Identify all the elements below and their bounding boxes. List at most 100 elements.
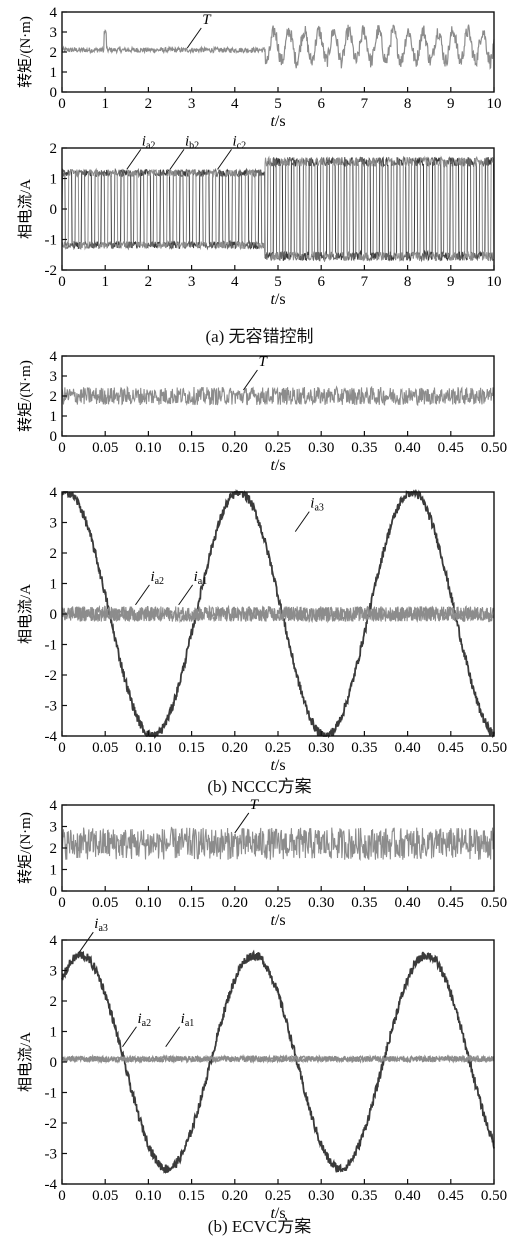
y-tick-label: -3 [45,699,58,715]
x-tick-label: 1 [101,96,109,112]
x-tick-label: 10 [487,274,502,290]
series-annotation: T [250,797,260,813]
y-tick-label: 2 [50,45,58,61]
y-tick-label: 1 [50,863,58,879]
y-tick-label: 3 [50,369,58,385]
annotation-leader [234,812,250,834]
y-tick-label: 3 [50,25,58,41]
y-tick-label: 0 [50,202,58,218]
x-tick-label: 0 [58,440,66,456]
y-axis-label: 转矩/(N·m) [17,16,34,88]
annotation-leader [78,931,94,953]
series-annotation: ia3 [94,916,108,934]
y-axis-label: 相电流/A [17,1032,34,1092]
y-tick-label: 3 [50,516,58,532]
x-tick-label: 0.20 [222,895,248,911]
chart-series-group [61,949,495,1174]
x-tick-label: 9 [447,274,455,290]
y-tick-label: -2 [45,263,58,279]
annotation-leader [122,1026,137,1048]
series-line-T [61,826,495,861]
x-tick-label: 0.35 [351,740,377,756]
x-tick-label: 5 [274,274,282,290]
x-tick-label: 2 [145,274,153,290]
x-tick-label: 0.15 [178,740,204,756]
x-tick-label: 0.35 [351,1188,377,1204]
x-tick-label: 0.40 [394,1188,420,1204]
x-tick-label: 0.15 [178,440,204,456]
series-line-ia1 [61,605,495,624]
caption-a: (a) 无容错控制 [205,327,314,346]
x-tick-label: 0.25 [265,440,291,456]
y-tick-label: 3 [50,820,58,836]
chart-b-torque: 0 0.05 0.10 0.15 0.20 0.25 0.30 0.35 0.40 0.45 0.5… [0,346,519,474]
x-tick-label: 1 [101,274,109,290]
caption-b: (b) NCCC方案 [207,777,312,796]
x-tick-label: 0.40 [394,740,420,756]
annotation-leader [165,1026,181,1048]
y-tick-label: 2 [50,994,58,1010]
series-annotation: ia2 [150,569,164,587]
series-annotation: ic2 [233,133,247,151]
y-tick-label: 4 [50,798,58,814]
series-line-ic2 [61,155,495,262]
x-axis-label: t/s [270,912,285,929]
x-axis-label: t/s [270,291,285,308]
x-tick-label: 0.25 [265,740,291,756]
y-tick-label: -2 [45,668,58,684]
x-tick-label: 0.20 [222,440,248,456]
y-axis-label: 相电流/A [17,584,34,644]
x-tick-label: 3 [188,96,196,112]
x-tick-label: 0.05 [92,440,118,456]
chart-a-torque: 0 1 2 3 4 5 6 7 8 9 10 0 1 2 3 4 t/s 转矩/(N·m) T [0,0,519,130]
x-tick-label: 0.05 [92,740,118,756]
y-tick-label: 4 [50,485,58,501]
x-tick-label: 0.35 [351,440,377,456]
y-tick-label: 4 [50,933,58,949]
y-tick-label: 0 [50,884,58,900]
series-annotation: T [258,354,268,370]
chart-b-current: 0 0.05 0.10 0.15 0.20 0.25 0.30 0.35 0.40 0.45 0.5… [0,482,519,778]
x-tick-label: 0.25 [265,1188,291,1204]
x-tick-label: 0 [58,895,66,911]
y-tick-label: 0 [50,429,58,445]
x-tick-label: 9 [447,96,455,112]
x-tick-label: 0.25 [265,895,291,911]
x-tick-label: 8 [404,96,412,112]
y-tick-label: 2 [50,389,58,405]
x-tick-label: 8 [404,274,412,290]
x-tick-label: 6 [317,274,325,290]
chart-series-group [61,385,495,407]
caption-c: (b) ECVC方案 [207,1217,312,1236]
x-tick-label: 2 [145,96,153,112]
x-tick-label: 0.30 [308,440,334,456]
y-tick-label: 1 [50,577,58,593]
series-annotation: T [202,12,212,28]
series-line-ia3 [61,949,495,1174]
series-line-ia1 [61,1054,495,1065]
annotation-leader [135,584,150,606]
x-tick-label: 7 [361,274,369,290]
chart-series-group [61,24,495,70]
annotation-leader [294,511,310,532]
x-tick-label: 6 [317,96,325,112]
x-tick-label: 0.45 [438,440,464,456]
x-tick-label: 0 [58,740,66,756]
y-tick-label: 1 [50,1025,58,1041]
series-annotation: ia2 [142,133,156,151]
y-tick-label: 1 [50,172,58,188]
chart-a-current: 0 1 2 3 4 5 6 7 8 9 10 -2 -1 0 1 2 t/s 相电流/A ia2 ib2 ic2 [0,133,519,312]
chart-series-group [61,488,495,740]
x-tick-label: 0.40 [394,895,420,911]
x-tick-label: 0.10 [135,895,161,911]
x-tick-label: 0.10 [135,440,161,456]
series-line-ib2 [61,156,495,263]
x-tick-label: 0.40 [394,440,420,456]
y-tick-label: 4 [50,349,58,365]
y-tick-label: 0 [50,607,58,623]
y-tick-label: 1 [50,65,58,81]
annotation-leader [186,27,202,49]
chart-series-group [61,826,495,861]
y-axis-label: 相电流/A [17,179,34,239]
annotation-leader [169,149,185,170]
